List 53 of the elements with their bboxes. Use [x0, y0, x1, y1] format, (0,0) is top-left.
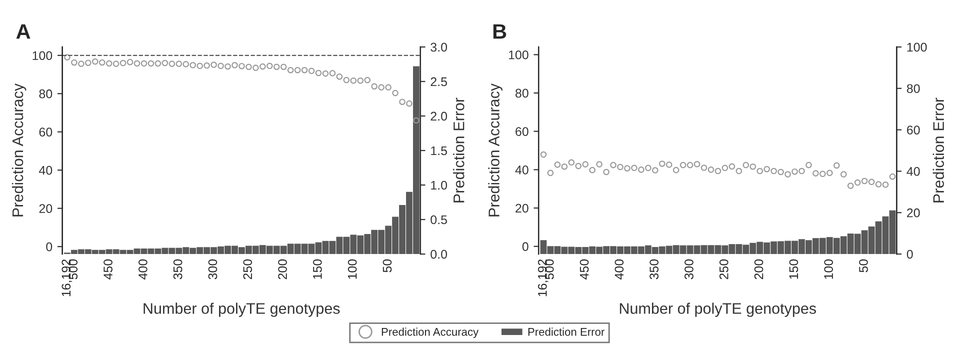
x-tick-label: 50: [859, 259, 868, 272]
x-tick-label: 450: [104, 259, 112, 280]
y2-axis-title: Prediction Error: [932, 98, 944, 202]
x-tick-label: 150: [313, 259, 322, 279]
x-tick-label: 150: [789, 259, 798, 279]
y-axis-title: Prediction Accuracy: [12, 83, 26, 216]
chart-title: A: [16, 24, 30, 39]
x-tick-label: 300: [684, 259, 694, 280]
x-tick-label: 100: [348, 259, 357, 279]
x-tick-label: 350: [650, 259, 659, 280]
y-tick-label: 0: [46, 242, 52, 252]
y-axis-title: Prediction Accuracy: [488, 83, 502, 216]
x-tick-label: 250: [243, 259, 252, 280]
y2-tick-label: 1.0: [431, 180, 448, 190]
y2-tick-label: 60: [907, 126, 920, 134]
x-axis-title: Number of polyTE genotypes: [144, 302, 340, 317]
legend-label: Prediction Accuracy: [382, 328, 479, 338]
x-axis-title: Number of polyTE genotypes: [620, 302, 816, 317]
x-tick-label: 300: [208, 259, 218, 280]
y-tick-label: 100: [32, 51, 52, 60]
y-tick-label: 80: [39, 89, 52, 98]
y2-tick-label: 0: [906, 250, 913, 259]
y2-axis-title: Prediction Error: [453, 98, 464, 202]
y-tick-label: 40: [515, 165, 528, 174]
y-tick-label: 0: [522, 242, 528, 252]
y-tick-label: 40: [39, 166, 52, 175]
y-tick-label: 20: [516, 204, 528, 213]
x-tick-label: 350: [173, 259, 182, 280]
x-tick-label: 400: [138, 259, 148, 280]
y2-tick-label: 1.5: [431, 146, 447, 156]
y-tick-label: 60: [516, 127, 528, 136]
y-tick-label: 60: [39, 128, 52, 137]
x-tick-label: 250: [719, 259, 728, 280]
x-tick-label: 400: [614, 259, 624, 280]
y2-tick-label: 0.0: [430, 250, 448, 259]
y2-tick-label: 40: [906, 167, 920, 176]
x-tick-label: 200: [278, 259, 287, 280]
x-tick-label: 50: [382, 259, 392, 272]
x-tick-label: 450: [580, 259, 589, 280]
y2-tick-label: 3.0: [430, 42, 448, 52]
y2-tick-label: 100: [907, 42, 927, 52]
y-tick-label: 80: [516, 88, 528, 98]
y2-tick-label: 0.5: [430, 215, 447, 224]
chart-title: B: [493, 24, 506, 39]
y2-tick-label: 2.5: [430, 77, 447, 86]
y-tick-label: 20: [39, 204, 52, 213]
y2-tick-label: 80: [906, 84, 920, 94]
x-tick-label: 100: [824, 259, 834, 279]
y2-tick-label: 20: [907, 208, 920, 218]
y2-tick-label: 2.0: [430, 112, 448, 121]
legend-label: Prediction Error: [528, 328, 604, 336]
y-tick-label: 100: [508, 50, 528, 60]
x-tick-label: 200: [754, 259, 764, 280]
